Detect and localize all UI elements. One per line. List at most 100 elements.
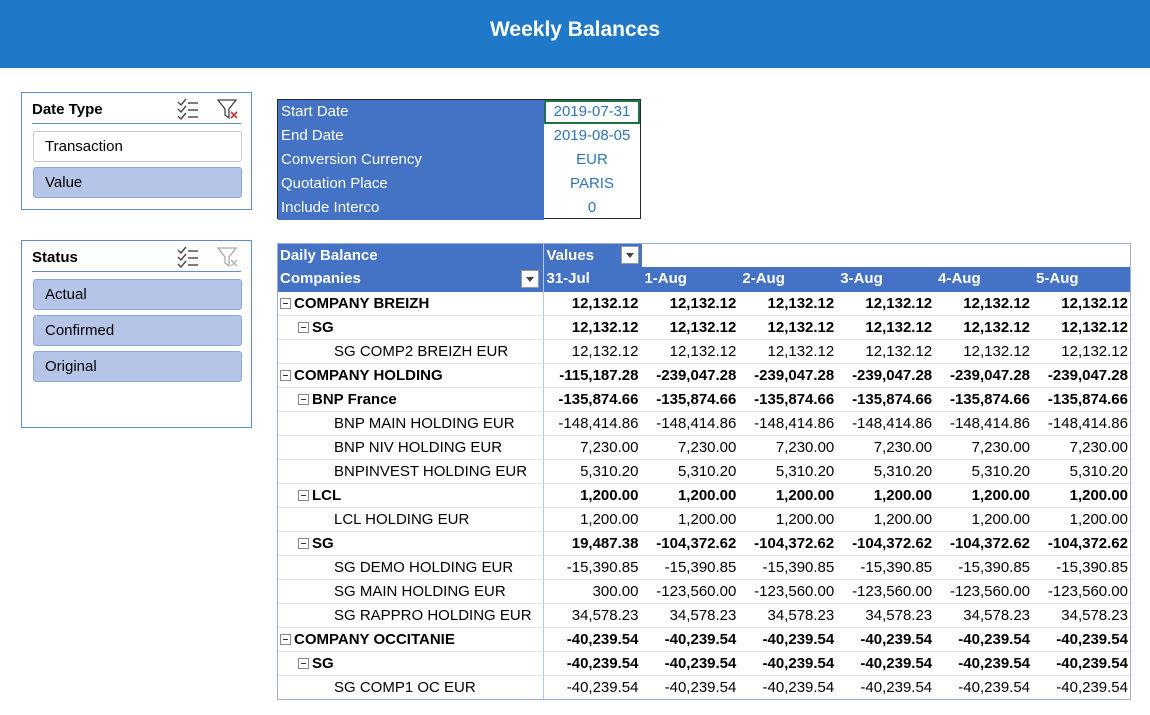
collapse-icon[interactable]	[280, 369, 291, 381]
value-cell[interactable]: 7,230.00	[935, 435, 1034, 460]
value-cell[interactable]: -135,874.66	[543, 386, 642, 412]
values-field-header[interactable]: Values	[543, 243, 642, 267]
collapse-icon[interactable]	[280, 633, 291, 645]
value-cell[interactable]: -40,239.54	[935, 650, 1034, 676]
value-cell[interactable]: -123,560.00	[935, 579, 1034, 604]
value-cell[interactable]: 12,132.12	[1033, 339, 1131, 364]
value-cell[interactable]: 7,230.00	[837, 435, 936, 460]
value-cell[interactable]: -40,239.54	[935, 626, 1034, 652]
value-cell[interactable]: 12,132.12	[641, 339, 740, 364]
value-cell[interactable]: 5,310.20	[641, 459, 740, 484]
row-label-cell[interactable]: COMPANY HOLDING	[277, 362, 544, 388]
value-cell[interactable]: -104,372.62	[641, 530, 740, 556]
value-cell[interactable]: -15,390.85	[641, 555, 740, 580]
multi-select-icon[interactable]	[176, 97, 200, 121]
value-cell[interactable]: 7,230.00	[641, 435, 740, 460]
row-label-cell[interactable]: SG	[277, 530, 544, 556]
value-cell[interactable]: -135,874.66	[935, 386, 1034, 412]
value-cell[interactable]: 1,200.00	[1033, 507, 1131, 532]
value-cell[interactable]: 300.00	[543, 579, 642, 604]
value-cell[interactable]: -148,414.86	[641, 411, 740, 436]
value-cell[interactable]: 34,578.23	[641, 603, 740, 628]
value-cell[interactable]: 12,132.12	[1033, 314, 1131, 340]
value-cell[interactable]: 12,132.12	[739, 290, 838, 316]
value-cell[interactable]: -15,390.85	[739, 555, 838, 580]
value-cell[interactable]: 12,132.12	[739, 314, 838, 340]
row-label-cell[interactable]: BNP NIV HOLDING EUR	[277, 435, 544, 460]
value-cell[interactable]: -40,239.54	[641, 650, 740, 676]
value-cell[interactable]: -40,239.54	[935, 675, 1034, 700]
value-cell[interactable]: 12,132.12	[935, 314, 1034, 340]
value-cell[interactable]: -104,372.62	[739, 530, 838, 556]
value-cell[interactable]: -239,047.28	[837, 362, 936, 388]
value-cell[interactable]: 1,200.00	[641, 507, 740, 532]
value-cell[interactable]: 12,132.12	[1033, 290, 1131, 316]
row-label-cell[interactable]: COMPANY OCCITANIE	[277, 626, 544, 652]
collapse-icon[interactable]	[298, 321, 309, 333]
value-cell[interactable]: -148,414.86	[1033, 411, 1131, 436]
value-cell[interactable]: 1,200.00	[1033, 482, 1131, 508]
row-label-cell[interactable]: SG COMP1 OC EUR	[277, 675, 544, 700]
row-label-cell[interactable]: SG COMP2 BREIZH EUR	[277, 339, 544, 364]
value-cell[interactable]: -40,239.54	[739, 675, 838, 700]
value-cell[interactable]: -135,874.66	[641, 386, 740, 412]
value-cell[interactable]: 12,132.12	[641, 314, 740, 340]
collapse-icon[interactable]	[298, 537, 309, 549]
chevron-down-icon[interactable]	[520, 270, 539, 288]
value-cell[interactable]: 1,200.00	[837, 482, 936, 508]
quotation-place-cell[interactable]: PARIS	[570, 175, 614, 192]
value-cell[interactable]: -40,239.54	[1033, 675, 1131, 700]
value-cell[interactable]: 34,578.23	[1033, 603, 1131, 628]
value-cell[interactable]: -15,390.85	[935, 555, 1034, 580]
value-cell[interactable]: -239,047.28	[1033, 362, 1131, 388]
value-cell[interactable]: -40,239.54	[739, 626, 838, 652]
value-cell[interactable]: 34,578.23	[543, 603, 642, 628]
end-date-cell[interactable]: 2019-08-05	[553, 127, 631, 144]
row-label-cell[interactable]: BNP France	[277, 386, 544, 412]
value-cell[interactable]: 5,310.20	[1033, 459, 1131, 484]
row-label-cell[interactable]: BNPINVEST HOLDING EUR	[277, 459, 544, 484]
value-cell[interactable]: 1,200.00	[837, 507, 936, 532]
value-cell[interactable]: -135,874.66	[739, 386, 838, 412]
value-cell[interactable]: -115,187.28	[543, 362, 642, 388]
value-cell[interactable]: 34,578.23	[935, 603, 1034, 628]
multi-select-icon[interactable]	[176, 245, 200, 269]
value-cell[interactable]: -40,239.54	[1033, 626, 1131, 652]
collapse-icon[interactable]	[298, 489, 309, 501]
value-cell[interactable]: -15,390.85	[837, 555, 936, 580]
value-cell[interactable]: 1,200.00	[641, 482, 740, 508]
include-interco-cell[interactable]: 0	[587, 199, 597, 216]
value-cell[interactable]: 12,132.12	[837, 314, 936, 340]
clear-filter-icon[interactable]	[216, 97, 240, 121]
value-cell[interactable]: -40,239.54	[837, 675, 936, 700]
value-cell[interactable]: 1,200.00	[935, 507, 1034, 532]
slicer-item-original[interactable]: Original	[33, 351, 242, 382]
value-cell[interactable]: 34,578.23	[837, 603, 936, 628]
slicer-item-actual[interactable]: Actual	[33, 279, 242, 310]
row-label-cell[interactable]: SG DEMO HOLDING EUR	[277, 555, 544, 580]
value-cell[interactable]: 5,310.20	[935, 459, 1034, 484]
value-cell[interactable]: -148,414.86	[837, 411, 936, 436]
value-cell[interactable]: -239,047.28	[739, 362, 838, 388]
value-cell[interactable]: -135,874.66	[1033, 386, 1131, 412]
value-cell[interactable]: 1,200.00	[543, 507, 642, 532]
value-cell[interactable]: 12,132.12	[543, 339, 642, 364]
value-cell[interactable]: -135,874.66	[837, 386, 936, 412]
row-label-cell[interactable]: LCL	[277, 482, 544, 508]
value-cell[interactable]: -40,239.54	[641, 675, 740, 700]
value-cell[interactable]: -40,239.54	[837, 650, 936, 676]
value-cell[interactable]: 1,200.00	[543, 482, 642, 508]
slicer-item-value[interactable]: Value	[33, 167, 242, 198]
row-label-cell[interactable]: SG	[277, 314, 544, 340]
value-cell[interactable]: -15,390.85	[1033, 555, 1131, 580]
value-cell[interactable]: 1,200.00	[935, 482, 1034, 508]
value-cell[interactable]: -40,239.54	[739, 650, 838, 676]
slicer-item-transaction[interactable]: Transaction	[33, 131, 242, 162]
value-cell[interactable]: 7,230.00	[739, 435, 838, 460]
value-cell[interactable]: 12,132.12	[641, 290, 740, 316]
collapse-icon[interactable]	[298, 393, 309, 405]
value-cell[interactable]: -123,560.00	[739, 579, 838, 604]
value-cell[interactable]: -148,414.86	[935, 411, 1034, 436]
value-cell[interactable]: 7,230.00	[543, 435, 642, 460]
value-cell[interactable]: 12,132.12	[935, 290, 1034, 316]
